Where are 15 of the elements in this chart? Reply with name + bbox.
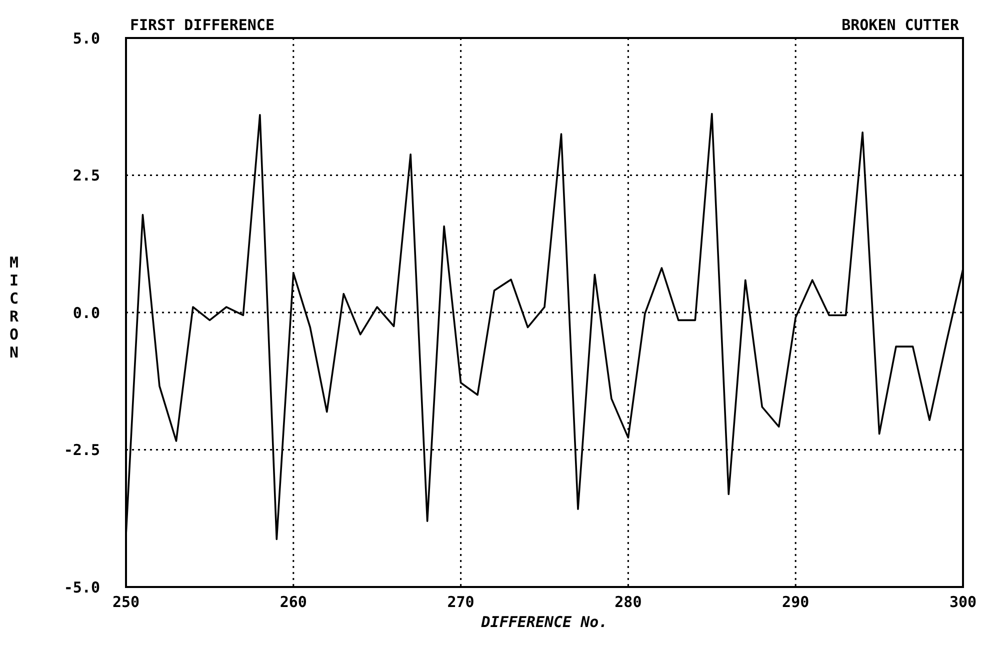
x-axis-title: DIFFERENCE No. <box>480 613 608 631</box>
y-axis-title: MICRON <box>9 254 20 362</box>
y-tick-label: -5.0 <box>64 578 100 596</box>
y-tick-label: 0.0 <box>72 304 100 322</box>
x-tick-label: 300 <box>949 593 977 611</box>
y-tick-label: -2.5 <box>64 441 100 459</box>
y-tick-label: 5.0 <box>72 29 100 48</box>
x-tick-label: 250 <box>112 593 140 611</box>
x-tick-label: 280 <box>614 593 642 611</box>
y-tick-label: 2.5 <box>72 166 100 184</box>
x-tick-label: 290 <box>782 593 810 611</box>
x-tick-label: 260 <box>280 593 307 611</box>
chart-title: FIRST DIFFERENCE <box>130 16 274 34</box>
x-tick-label: 270 <box>447 593 474 611</box>
chart-subtitle: BROKEN CUTTER <box>842 16 960 34</box>
